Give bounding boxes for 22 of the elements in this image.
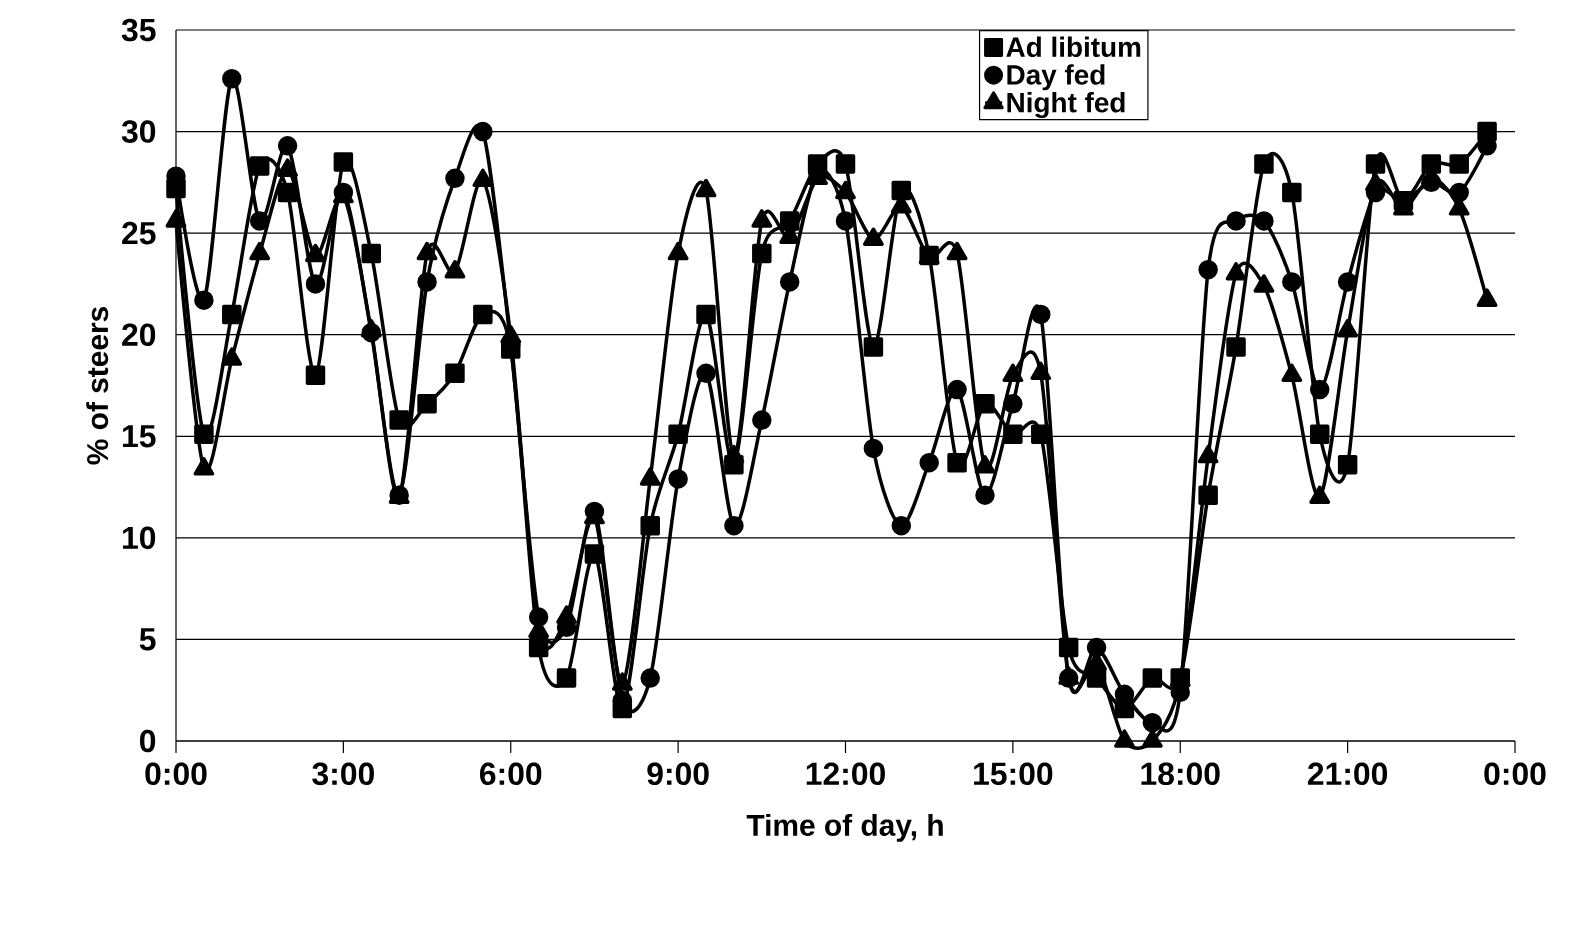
y-tick-label: 0 [140, 729, 156, 753]
x-axis-title: Time of day, h [746, 813, 943, 842]
x-tick-label: 21:00 [1307, 762, 1388, 786]
x-tick-label: 3:00 [312, 762, 374, 786]
y-tick-label: 5 [139, 628, 156, 651]
y-tick-label: 20 [122, 323, 156, 346]
x-tick-label: 12:00 [806, 762, 885, 786]
y-tick-label: 10 [123, 526, 156, 550]
x-tick-label: 0:00 [145, 762, 207, 786]
legend-label: Day fed [1007, 64, 1105, 91]
legend-label: Night fed [1007, 91, 1125, 119]
x-tick-label: 0:00 [1484, 762, 1546, 786]
x-tick-label: 18:00 [1141, 762, 1220, 786]
y-tick-label: 25 [122, 221, 156, 245]
y-tick-label: 15 [123, 425, 156, 448]
y-axis-title: % of steers [86, 307, 109, 465]
legend-label: Ad libitum [1006, 36, 1141, 58]
x-tick-label: 6:00 [480, 762, 542, 786]
y-tick-label: 30 [121, 120, 156, 143]
y-tick-label: 35 [121, 18, 156, 42]
x-tick-label: 15:00 [974, 762, 1053, 786]
x-tick-label: 9:00 [647, 762, 709, 786]
